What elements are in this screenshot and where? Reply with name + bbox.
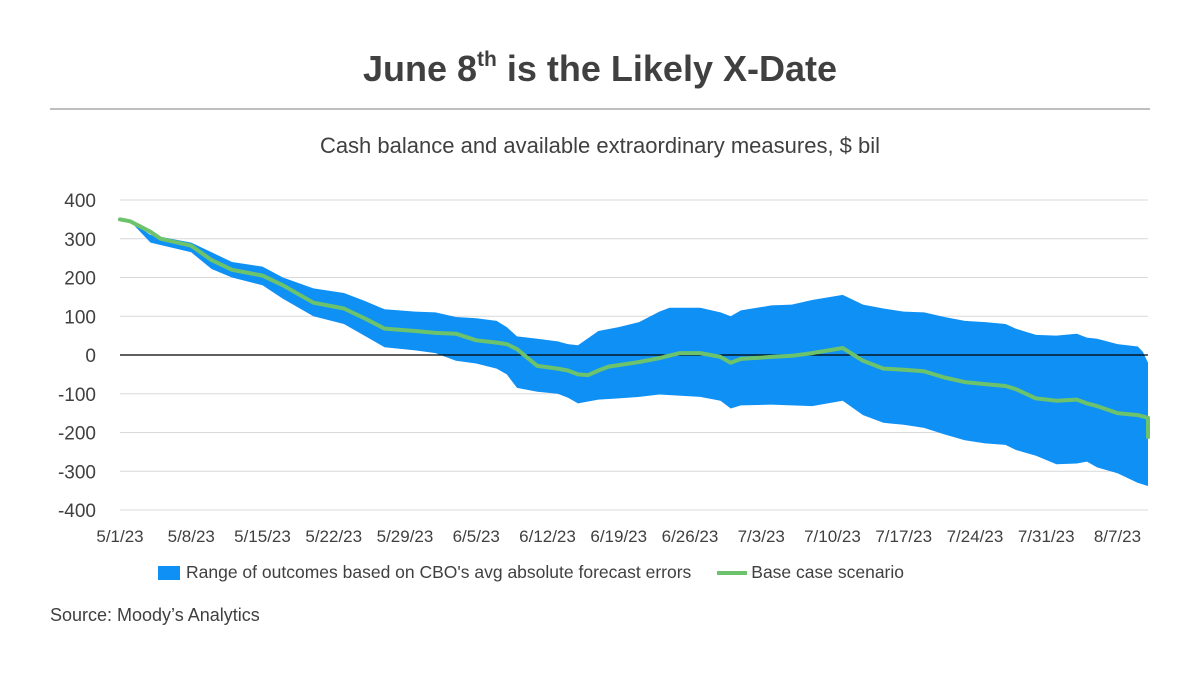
source-note: Source: Moody’s Analytics (50, 605, 260, 625)
base-case-line (118, 217, 1150, 440)
x-tick-label: 8/7/23 (1094, 527, 1141, 546)
x-tick-label: 5/8/23 (168, 527, 215, 546)
chart-title-rest: is the Likely X-Date (496, 48, 837, 89)
chart-legend: Range of outcomes based on CBO's avg abs… (158, 562, 904, 583)
chart-title: June 8th is the Likely X-Date (0, 48, 1200, 90)
y-tick-label: 0 (85, 346, 96, 367)
x-axis-ticks: 5/1/23 5/8/23 5/15/23 5/22/23 5/29/23 6/5/23 6… (96, 527, 1141, 546)
y-tick-label: 100 (64, 307, 96, 328)
gridlines (120, 199, 1148, 511)
legend-swatch-line (717, 570, 748, 575)
y-tick-label: 400 (64, 191, 96, 212)
y-tick-label: -400 (58, 501, 96, 522)
x-tick-label: 7/31/23 (1018, 527, 1075, 546)
y-tick-label: 300 (64, 230, 96, 251)
x-tick-label: 5/15/23 (234, 527, 291, 546)
x-tick-label: 6/26/23 (662, 527, 719, 546)
x-tick-label: 7/17/23 (875, 527, 932, 546)
x-tick-label: 5/1/23 (96, 527, 143, 546)
x-tick-label: 6/19/23 (590, 527, 647, 546)
x-tick-label: 7/10/23 (804, 527, 861, 546)
x-tick-label: 5/29/23 (377, 527, 434, 546)
chart-subtitle: Cash balance and available extraordinary… (319, 133, 881, 158)
x-tick-label: 6/5/23 (453, 527, 500, 546)
legend-label-band: Range of outcomes based on CBO's avg abs… (186, 562, 692, 582)
title-divider (50, 108, 1150, 110)
y-tick-label: -300 (58, 462, 96, 483)
x-tick-label: 7/3/23 (738, 527, 785, 546)
y-tick-label: -200 (58, 424, 96, 445)
y-tick-label: -100 (58, 385, 96, 406)
y-tick-label: 200 (64, 269, 96, 290)
chart-title-main: June 8 (363, 48, 478, 89)
y-axis-ticks: 400 300 200 100 0 -100 -200 -300 -400 (58, 191, 96, 522)
legend-label-line: Base case scenario (751, 562, 905, 582)
x-tick-label: 7/24/23 (947, 527, 1004, 546)
x-tick-label: 6/12/23 (519, 527, 576, 546)
base-case-series (118, 217, 1150, 440)
legend-swatch-band (158, 565, 180, 580)
x-tick-label: 5/22/23 (305, 527, 362, 546)
chart-title-superscript: th (477, 48, 497, 71)
